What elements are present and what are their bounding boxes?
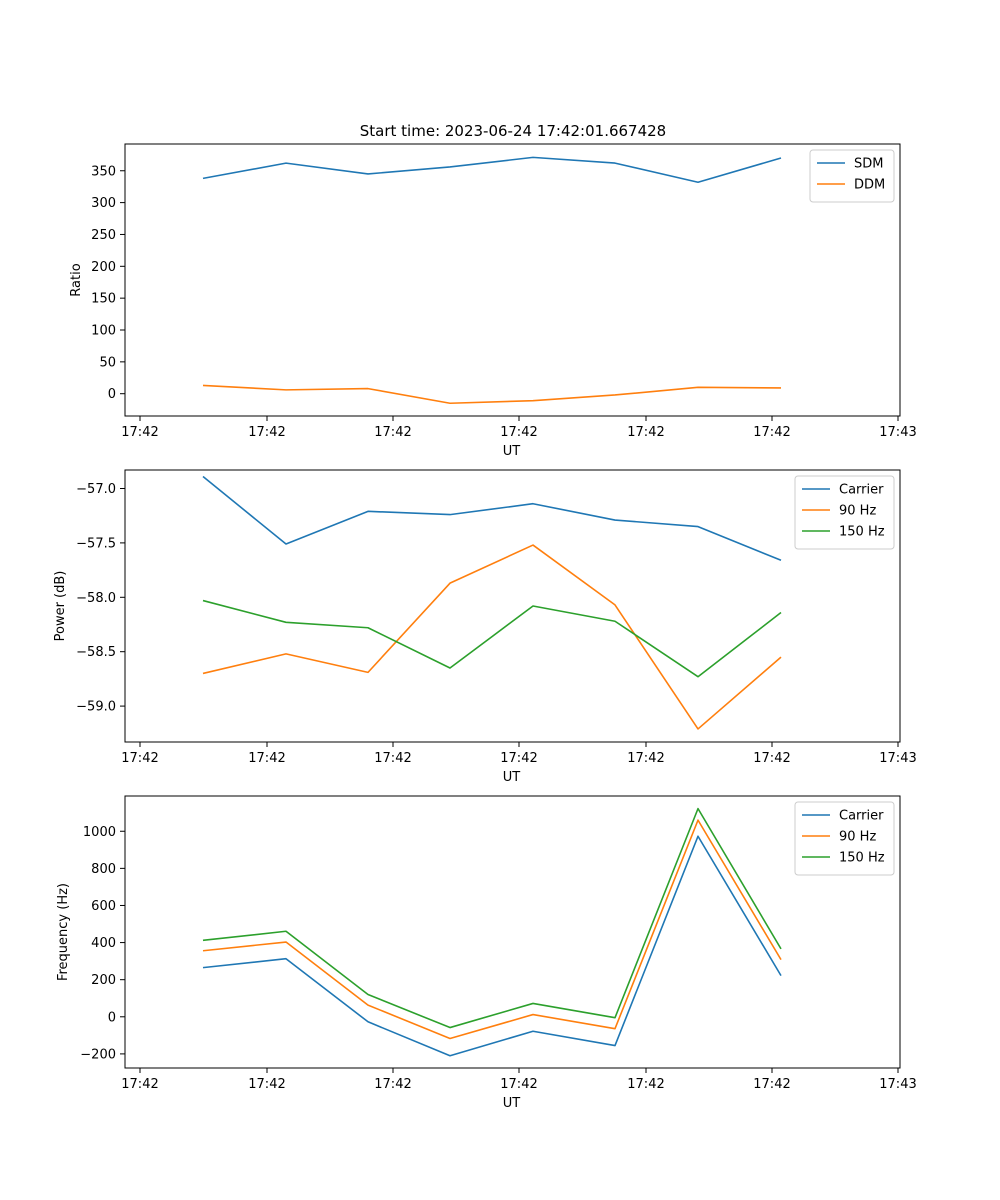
y-tick-label: 200 <box>91 973 116 988</box>
axes-frame <box>124 143 901 417</box>
y-tick-label: −58.5 <box>76 645 116 660</box>
x-tick-label: 17:42 <box>753 751 790 766</box>
legend: Carrier 90 Hz 150 Hz <box>794 801 895 876</box>
y-tick-label: 600 <box>91 899 116 914</box>
y-tick-label: 200 <box>91 260 116 275</box>
x-tick-label: 17:43 <box>879 751 916 766</box>
x-tick-label: 17:42 <box>374 1077 411 1092</box>
y-tick-label: 300 <box>91 196 116 211</box>
figure-title: Start time: 2023-06-24 17:42:01.667428 <box>360 122 666 140</box>
x-tick-label: 17:42 <box>500 1077 537 1092</box>
y-tick-label: 0 <box>108 387 116 402</box>
y-tick-label: −200 <box>80 1047 116 1062</box>
legend-label: Carrier <box>839 809 884 824</box>
y-axis-label: Frequency (Hz) <box>56 883 71 981</box>
x-tick-label: 17:43 <box>879 1077 916 1092</box>
y-tick-label: 350 <box>91 164 116 179</box>
x-axis-label: UT <box>503 1096 521 1111</box>
series-line-150-hz <box>202 599 782 678</box>
chart-panel-2: 17:42 17:42 17:42 17:42 17:42 17:42 17:43 −57.0… <box>53 469 917 785</box>
series-line-carrier <box>202 835 782 1057</box>
x-axis-label: UT <box>503 770 521 785</box>
series-line-90-hz <box>202 544 782 730</box>
y-tick-label: 150 <box>91 292 116 307</box>
legend: SDM DDM <box>809 149 895 203</box>
legend-label: SDM <box>854 157 883 172</box>
series-line-90-hz <box>202 819 782 1040</box>
x-tick-label: 17:42 <box>500 425 537 440</box>
y-tick-label: 400 <box>91 936 116 951</box>
x-tick-label: 17:42 <box>627 1077 664 1092</box>
y-tick-label: −58.0 <box>76 591 116 606</box>
y-tick-label: 0 <box>108 1010 116 1025</box>
x-tick-label: 17:42 <box>248 425 285 440</box>
x-tick-label: 17:42 <box>248 751 285 766</box>
axes-frame <box>124 795 901 1069</box>
y-axis-label: Power (dB) <box>53 571 68 642</box>
x-tick-label: 17:42 <box>121 425 158 440</box>
y-tick-label: 1000 <box>83 825 116 840</box>
legend-label: 150 Hz <box>839 525 885 540</box>
legend-label: DDM <box>854 178 885 193</box>
x-tick-label: 17:42 <box>121 751 158 766</box>
y-tick-label: −59.0 <box>76 700 116 715</box>
series-line-sdm <box>202 156 782 184</box>
x-axis-label: UT <box>503 444 521 459</box>
legend-label: 90 Hz <box>839 504 876 519</box>
y-tick-label: 250 <box>91 228 116 243</box>
x-tick-label: 17:42 <box>500 751 537 766</box>
x-tick-label: 17:42 <box>753 425 790 440</box>
y-tick-label: 100 <box>91 324 116 339</box>
legend-label: Carrier <box>839 483 884 498</box>
x-tick-label: 17:42 <box>627 751 664 766</box>
x-tick-label: 17:42 <box>121 1077 158 1092</box>
x-tick-label: 17:42 <box>753 1077 790 1092</box>
x-tick-label: 17:42 <box>248 1077 285 1092</box>
series-line-ddm <box>202 384 782 405</box>
y-tick-label: −57.5 <box>76 536 116 551</box>
y-tick-label: 800 <box>91 862 116 877</box>
chart-panel-3: 17:42 17:42 17:42 17:42 17:42 17:42 17:43 −200 0… <box>56 795 917 1111</box>
series-line-carrier <box>202 475 782 562</box>
legend: Carrier 90 Hz 150 Hz <box>794 475 895 550</box>
x-tick-label: 17:43 <box>879 425 916 440</box>
chart-panels: 17:42 17:42 17:42 17:42 17:42 17:42 17:43 0 50 10… <box>53 143 917 1111</box>
y-tick-label: −57.0 <box>76 482 116 497</box>
axes-frame <box>124 469 901 743</box>
y-tick-label: 50 <box>99 355 116 370</box>
x-tick-label: 17:42 <box>627 425 664 440</box>
legend-label: 150 Hz <box>839 851 885 866</box>
y-axis-label: Ratio <box>69 263 84 296</box>
chart-panel-1: 17:42 17:42 17:42 17:42 17:42 17:42 17:43 0 50 10… <box>69 143 917 459</box>
x-tick-label: 17:42 <box>374 425 411 440</box>
legend-label: 90 Hz <box>839 830 876 845</box>
x-tick-label: 17:42 <box>374 751 411 766</box>
series-line-150-hz <box>202 807 782 1029</box>
